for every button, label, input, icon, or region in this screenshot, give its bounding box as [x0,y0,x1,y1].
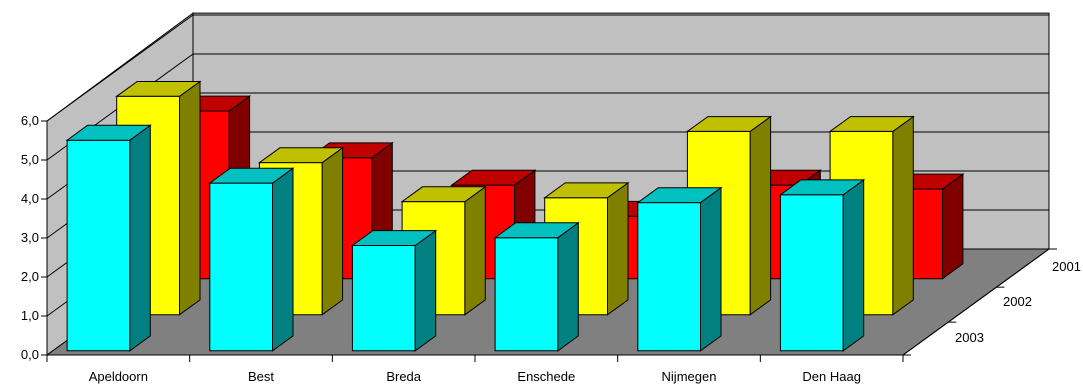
bar-side [842,178,865,352]
x-tick-label: Den Haag [802,369,861,384]
bar-2003-enschede [493,221,580,352]
bar-top [257,147,345,164]
bar-side [272,167,294,352]
depth-axis-label: 2001 [1052,259,1081,274]
bar-side [700,186,722,352]
bar-side [892,115,914,316]
bar-top [208,167,295,184]
x-tick-label: Breda [386,369,421,384]
bar-2003-den-haag [778,178,866,352]
x-tick-label: Apeldoorn [89,369,148,384]
bar-side [607,181,629,316]
bar-side [464,185,486,316]
bar-top [115,81,202,97]
bar-front [209,182,273,352]
bar-top [543,182,630,199]
gridline [46,14,1049,122]
chart-labels: 0,0 1,0 2,0 3,0 4,0 5,0 6,0 Apeldoorn Best Breda E… [21,113,1081,384]
bar-top [828,116,915,132]
bar-side [942,173,964,280]
x-tick-label: Best [248,369,274,384]
y-tick-label: 4,0 [21,191,39,206]
depth-axis-label: 2002 [1003,294,1032,309]
bar-side [557,221,579,352]
bar-front [637,202,701,352]
bar-side [414,229,437,352]
x-tick-label: Enschede [517,369,575,384]
y-tick-label: 3,0 [21,230,39,245]
bar-front [494,237,559,352]
bar-2003-nijmegen [636,186,723,352]
bar-top [400,186,487,203]
bar-side [129,124,151,352]
y-tick-label: 5,0 [21,152,39,167]
bar-side [321,146,344,316]
bar-top [685,116,773,132]
bar-front [66,139,131,352]
y-tick-label: 1,0 [21,308,39,323]
y-tick-label: 2,0 [21,269,39,284]
bar-2003-best [208,167,295,352]
x-tick-label: Nijmegen [662,369,717,384]
bar-top [778,179,866,196]
bar-top [450,169,537,186]
bar-top [493,222,580,239]
bar-top [636,187,723,204]
bar-side [749,115,772,316]
gridline [46,53,1049,161]
depth-axis-line [902,248,1050,356]
bar-front [351,245,416,352]
bar-top [350,230,438,246]
bar-2003-apeldoorn [65,124,152,352]
y-tick-label: 0,0 [21,347,39,362]
chart-axes [41,120,1057,362]
y-tick-label: 6,0 [21,113,39,128]
bar-side [179,80,201,316]
bar-front [779,194,844,352]
chart-bars [65,80,965,352]
bar-top [65,124,152,141]
bar-2003-breda [350,229,438,352]
depth-axis-label: 2003 [955,330,984,345]
